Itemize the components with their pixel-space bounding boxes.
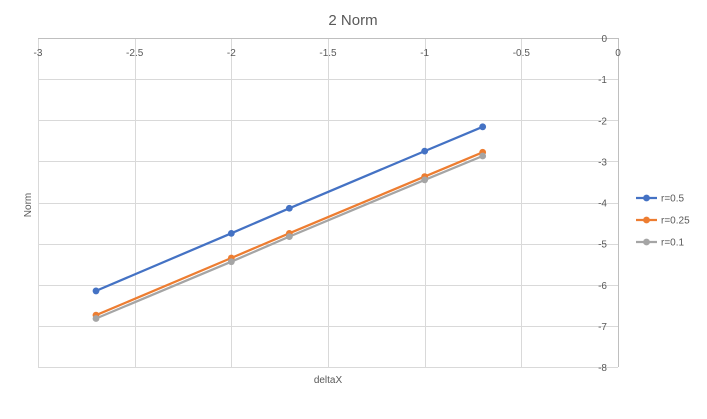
legend-marker bbox=[643, 194, 650, 202]
y-tick-label: -8 bbox=[598, 363, 607, 374]
data-point-r=0.5 bbox=[92, 287, 100, 295]
x-tick-label: -2 bbox=[227, 48, 236, 59]
data-point-r=0.5 bbox=[479, 123, 487, 131]
data-point-r=0.5 bbox=[421, 147, 429, 155]
x-tick-label: -2.5 bbox=[126, 48, 144, 59]
y-tick-label: 0 bbox=[601, 34, 607, 45]
y-tick-label: -2 bbox=[598, 116, 607, 127]
axes: -3 -2.5 -2 -1.5 -1 -0.5 00 -1 -2 -3 -4 -5 -6 -7 -8 bbox=[34, 34, 622, 374]
y-tick-label: -5 bbox=[598, 240, 607, 251]
chart-title: 2 Norm bbox=[328, 12, 377, 29]
legend-label: r=0.25 bbox=[661, 216, 690, 227]
legend: r=0.5 r=0.25 r=0.1 bbox=[636, 194, 690, 249]
x-tick-label: -0.5 bbox=[513, 48, 531, 59]
x-tick-label: -1.5 bbox=[319, 48, 337, 59]
y-tick-label: -4 bbox=[598, 199, 607, 210]
data-point-r=0.1 bbox=[421, 176, 429, 184]
x-tick-label: 0 bbox=[615, 48, 621, 59]
data-point-r=0.1 bbox=[227, 258, 235, 266]
data-point-r=0.5 bbox=[227, 229, 235, 237]
gridlines bbox=[38, 38, 619, 368]
y-tick-label: -3 bbox=[598, 157, 607, 168]
data-point-r=0.5 bbox=[285, 204, 293, 212]
y-tick-label: -6 bbox=[598, 281, 607, 292]
y-tick-label: -7 bbox=[598, 322, 607, 333]
legend-marker bbox=[643, 238, 650, 246]
legend-label: r=0.1 bbox=[661, 238, 685, 249]
x-tick-label: -3 bbox=[34, 48, 43, 59]
y-axis-title: Norm bbox=[23, 193, 34, 217]
x-axis-title: deltaX bbox=[314, 375, 343, 386]
legend-label: r=0.5 bbox=[661, 194, 685, 205]
data-point-r=0.1 bbox=[285, 233, 293, 241]
y-tick-label: -1 bbox=[598, 75, 607, 86]
data-point-r=0.1 bbox=[479, 152, 487, 160]
x-tick-label: -1 bbox=[420, 48, 429, 59]
data-point-r=0.1 bbox=[92, 315, 100, 322]
legend-marker bbox=[643, 216, 650, 224]
series-group bbox=[92, 123, 487, 322]
